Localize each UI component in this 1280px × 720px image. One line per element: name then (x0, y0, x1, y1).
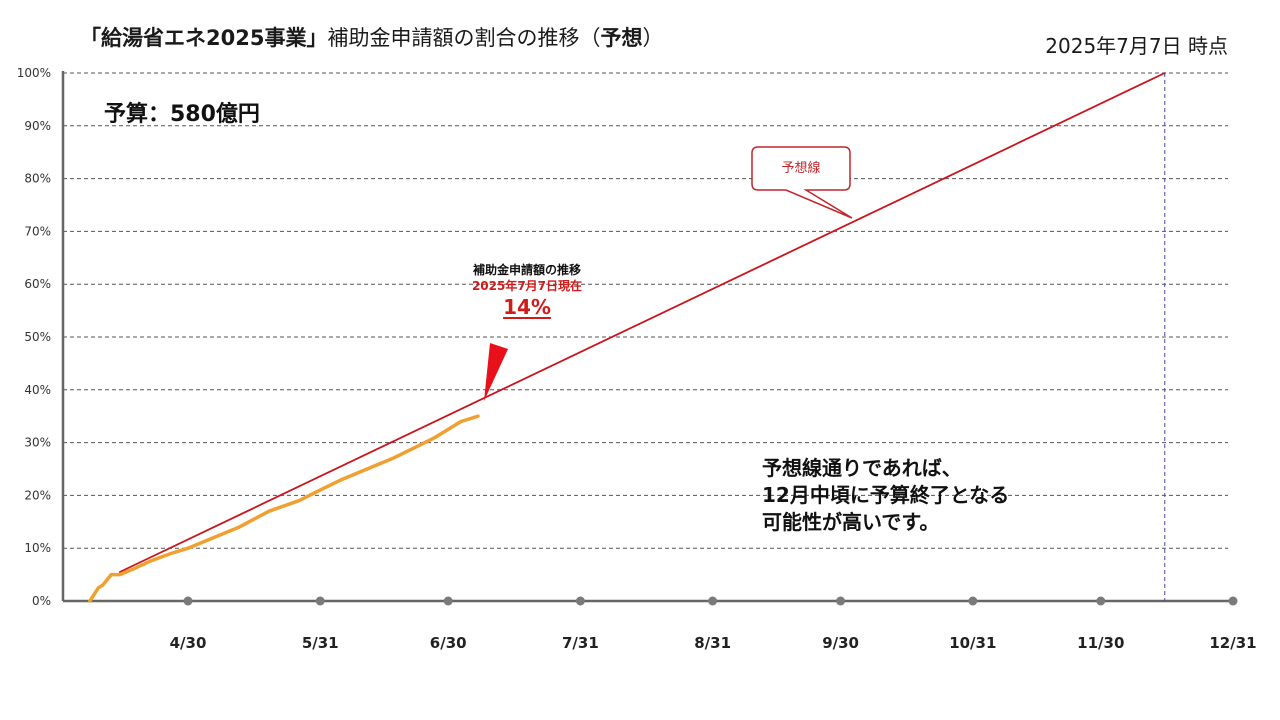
forecast-callout-bubble (751, 146, 853, 219)
x-tick-label: 12/31 (1209, 634, 1256, 652)
x-tick-label: 4/30 (170, 634, 207, 652)
x-tick-dot (575, 596, 585, 606)
forecast-line (118, 72, 1166, 573)
budget-label: 予算：580億円 (104, 102, 260, 127)
x-tick-label: 10/31 (949, 634, 996, 652)
forecast-data-point (1164, 72, 1166, 74)
actual-data-point (88, 599, 92, 603)
grid-lines (63, 72, 1228, 549)
x-tick-dot (443, 596, 453, 606)
x-tick-label: 7/31 (562, 634, 599, 652)
note-line: 12月中頃に予算終了となる (762, 483, 1010, 507)
actual-data-point (433, 435, 437, 439)
application-trend-annotation: 補助金申請額の推移 2025年7月7日現在 14% (452, 262, 602, 320)
actual-data-point (169, 551, 173, 555)
current-value-marker (484, 343, 508, 401)
y-tick-label: 80% (24, 172, 51, 186)
actual-data-point (476, 414, 480, 418)
chart-title: 「給湯省エネ2025事業」補助金申請額の割合の推移（予想） (80, 22, 663, 52)
x-tick-dot (315, 596, 325, 606)
x-tick-dot (1096, 596, 1106, 606)
x-tick-dot (708, 596, 718, 606)
x-tick-dot (183, 596, 193, 606)
current-value-label: 14% (503, 295, 551, 319)
actual-data-point (391, 456, 395, 460)
x-tick-dot (1228, 596, 1238, 606)
y-axis-ticks: 0% 10% 20% 30% 40% 50% 60% 70% 80% 90% 100% (17, 66, 51, 608)
y-tick-label: 30% (24, 436, 51, 450)
actual-data-point (96, 586, 100, 590)
title-program-name: 「給湯省エネ2025事業」 (80, 26, 328, 50)
y-tick-label: 90% (24, 119, 51, 133)
x-tick-label: 9/30 (822, 634, 859, 652)
y-tick-label: 50% (24, 330, 51, 344)
note-line: 予想線通りであれば、 (762, 456, 962, 480)
actual-data-point (340, 478, 344, 482)
forecast-line-label: 予想線 (781, 161, 821, 176)
actual-data-point (148, 559, 152, 563)
forecast-note: 予想線通りであれば、 12月中頃に予算終了となる 可能性が高いです。 (762, 455, 1009, 536)
x-tick-dot (968, 596, 978, 606)
x-tick-label: 11/30 (1077, 634, 1124, 652)
axes (61, 71, 1233, 603)
y-tick-label: 70% (24, 224, 51, 238)
actual-data-point (412, 446, 416, 450)
x-tick-label: 5/31 (302, 634, 339, 652)
y-tick-label: 100% (17, 66, 51, 80)
actual-data-point (459, 419, 463, 423)
actual-data-point (118, 573, 122, 577)
x-axis-ticks: 4/30 5/31 6/30 7/31 8/31 9/30 10/31 11/30 12/31 (170, 596, 1257, 652)
as-of-date: 2025年7月7日 時点 (1045, 34, 1228, 58)
actual-applications-line (88, 414, 480, 603)
actual-data-point (267, 509, 271, 513)
x-tick-label: 8/31 (694, 634, 731, 652)
actual-data-point (101, 583, 105, 587)
actual-data-point (212, 536, 216, 540)
actual-data-point (365, 467, 369, 471)
note-line: 可能性が高いです。 (762, 510, 940, 534)
y-tick-label: 0% (32, 594, 51, 608)
actual-data-point (186, 546, 190, 550)
y-tick-label: 10% (24, 541, 51, 555)
x-tick-label: 6/30 (430, 634, 467, 652)
current-date-label: 2025年7月7日現在 (471, 279, 583, 293)
actual-data-point (297, 499, 301, 503)
title-text: 補助金申請額の割合の推移（ (327, 26, 601, 50)
actual-data-point (318, 488, 322, 492)
title-close-paren: ） (642, 26, 664, 50)
callouts (484, 146, 853, 401)
forecast-data-point (119, 571, 121, 573)
y-tick-label: 60% (24, 277, 51, 291)
y-tick-label: 40% (24, 383, 51, 397)
actual-data-point (237, 525, 241, 529)
actual-data-point (109, 573, 113, 577)
application-trend-label: 補助金申請額の推移 (472, 263, 581, 277)
title-forecast-word: 予想 (600, 26, 643, 50)
series-lines (88, 72, 1166, 603)
y-tick-label: 20% (24, 488, 51, 502)
x-tick-dot (836, 596, 846, 606)
actual-data-point (446, 427, 450, 431)
actual-data-point (131, 567, 135, 571)
